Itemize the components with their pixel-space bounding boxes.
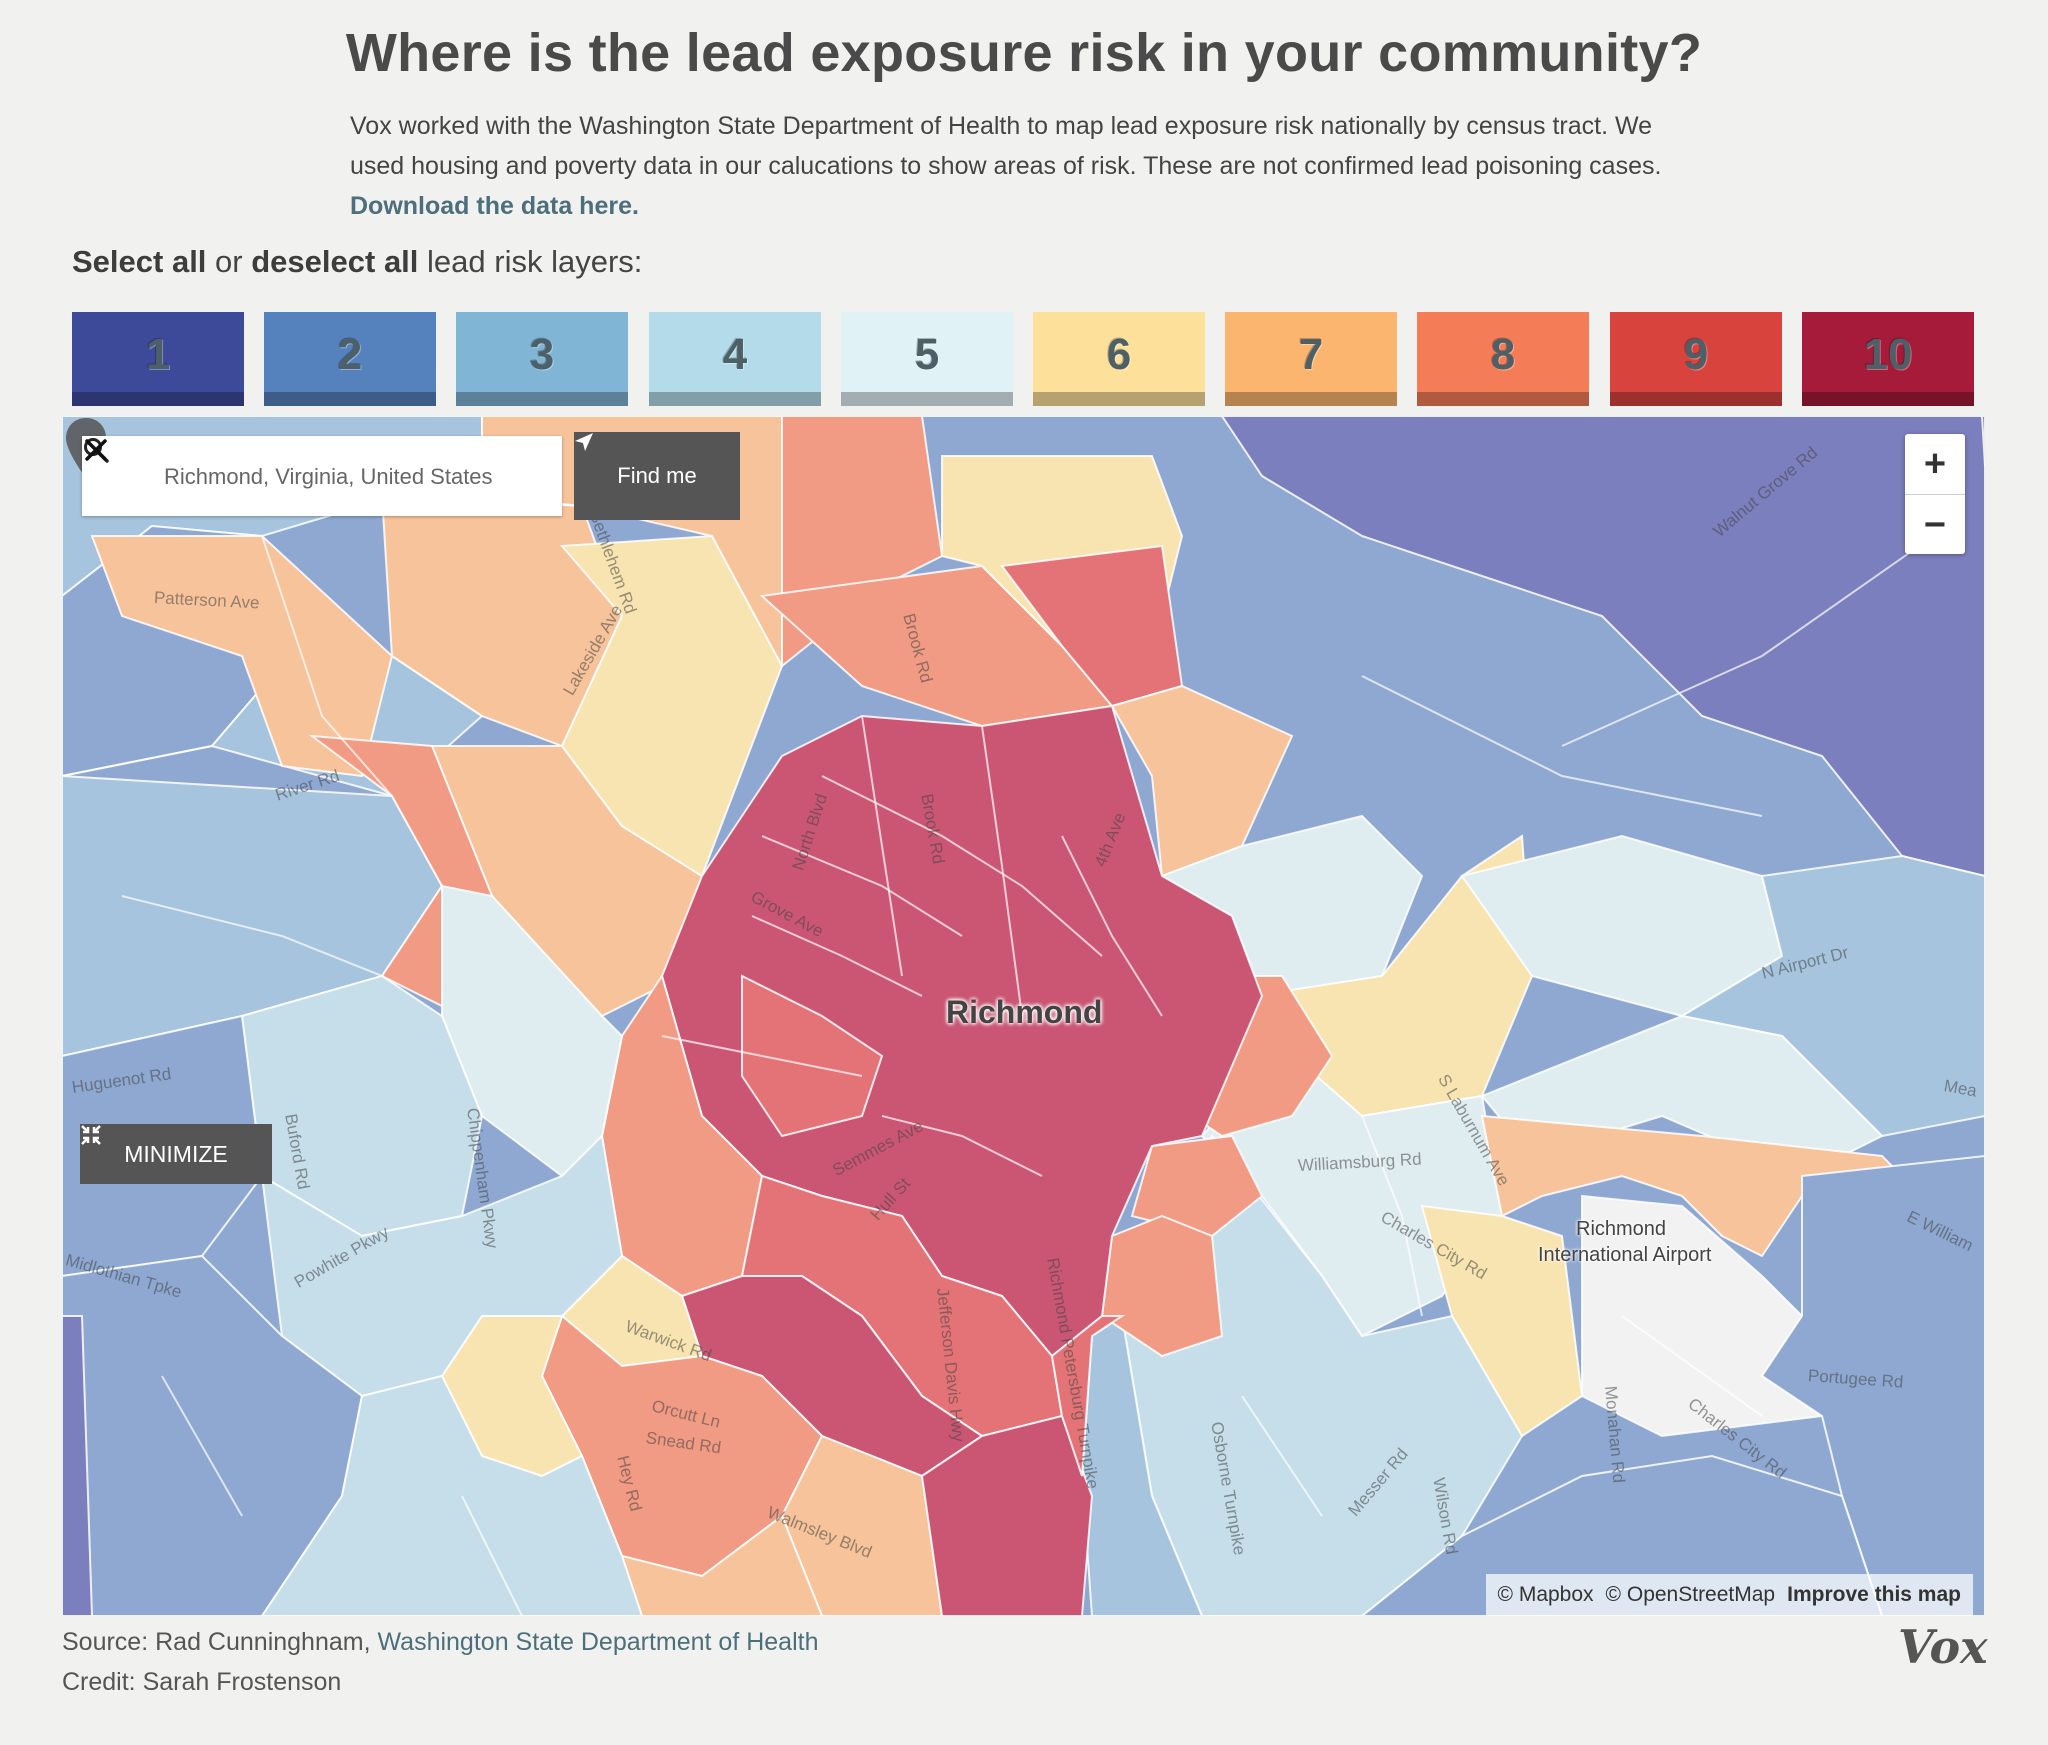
census-tract-region[interactable] — [1050, 1315, 1126, 1477]
risk-layer-shade — [1033, 392, 1205, 406]
city-label: Richmond — [946, 994, 1103, 1030]
risk-layer-number: 6 — [1106, 330, 1132, 379]
census-tract-region[interactable] — [920, 1414, 1094, 1616]
tract-boundary-line — [981, 725, 1023, 1017]
census-tract-region[interactable] — [1980, 416, 1985, 467]
risk-layer-toggles: 1 2 3 4 5 6 7 8 9 10 — [72, 312, 1977, 406]
zoom-out-button[interactable]: − — [1923, 503, 1947, 546]
risk-layer-number: 4 — [722, 330, 748, 379]
risk-layer-shade — [1802, 392, 1974, 406]
risk-layer-shade — [456, 392, 628, 406]
census-tract-region[interactable] — [741, 974, 884, 1138]
select-all-link[interactable]: Select all — [72, 244, 207, 279]
tract-boundary-line — [121, 895, 383, 977]
osm-attribution-link[interactable]: © OpenStreetMap — [1605, 1583, 1776, 1606]
risk-layer-number: 10 — [1863, 330, 1913, 379]
census-tract-region[interactable] — [1220, 416, 1985, 878]
risk-layer-number: 8 — [1490, 330, 1516, 379]
intro-text: Vox worked with the Washington State Dep… — [350, 106, 1690, 226]
risk-layer-number: 1 — [145, 330, 171, 379]
census-tract-region[interactable] — [1130, 1134, 1264, 1238]
or-text: or — [215, 244, 243, 279]
tract-boundary-line — [161, 1375, 243, 1517]
close-icon[interactable] — [82, 436, 110, 464]
tract-boundary-line — [821, 775, 1103, 957]
census-tract-region[interactable] — [62, 1315, 94, 1616]
risk-layer-8-toggle[interactable]: 8 — [1417, 312, 1589, 406]
risk-layer-number: 7 — [1298, 330, 1324, 379]
tract-boundary-line — [761, 835, 963, 937]
tract-boundary-line — [751, 915, 923, 997]
zoom-in-button[interactable]: + — [1905, 434, 1965, 495]
risk-layer-9-toggle[interactable]: 9 — [1610, 312, 1782, 406]
improve-map-link[interactable]: Improve this map — [1787, 1583, 1961, 1606]
tract-boundary-line — [461, 1495, 523, 1616]
source-credit: Source: Rad Cunninghnam, Washington Stat… — [62, 1622, 818, 1702]
airport-label-line1: Richmond — [1576, 1218, 1667, 1240]
census-tract-region[interactable] — [1480, 1114, 1924, 1258]
airport-label: Richmond International Airport — [1538, 1216, 1711, 1268]
risk-layer-10-toggle[interactable]: 10 — [1802, 312, 1974, 406]
risk-layer-6-toggle[interactable]: 6 — [1033, 312, 1205, 406]
location-arrow-icon — [575, 433, 593, 451]
map-container[interactable]: Patterson Ave River Rd Huguenot Rd Bethl… — [62, 416, 1985, 1616]
risk-layer-number: 3 — [529, 330, 555, 379]
minimize-icon — [81, 1125, 101, 1145]
tract-boundary-line — [1621, 1315, 1763, 1417]
layer-select-line: Select all or deselect all lead risk lay… — [72, 244, 642, 280]
risk-layer-4-toggle[interactable]: 4 — [649, 312, 821, 406]
risk-layer-number: 2 — [337, 330, 363, 379]
source-line: Source: Rad Cunninghnam, Washington Stat… — [62, 1622, 818, 1662]
vox-logo: Vox — [1898, 1620, 1988, 1674]
risk-layer-number: 9 — [1683, 330, 1709, 379]
search-box — [82, 436, 562, 516]
intro-paragraph: Vox worked with the Washington State Dep… — [350, 112, 1662, 180]
risk-layer-1-toggle[interactable]: 1 — [72, 312, 244, 406]
risk-layer-shade — [1610, 392, 1782, 406]
risk-layer-2-toggle[interactable]: 2 — [264, 312, 436, 406]
tract-boundary-line — [1061, 835, 1163, 1017]
search-input[interactable] — [162, 454, 506, 500]
risk-layer-shade — [264, 392, 436, 406]
map-attribution: © Mapbox © OpenStreetMap Improve this ma… — [1485, 1574, 1973, 1616]
census-tract-region[interactable] — [90, 535, 394, 778]
risk-layer-shade — [649, 392, 821, 406]
tract-boundary-line — [1361, 675, 1763, 817]
source-person: Rad Cunninghnam, — [155, 1628, 371, 1656]
census-tract-region[interactable] — [780, 1434, 944, 1616]
tract-boundary-line — [1361, 1115, 1423, 1317]
airport-label-line2: International Airport — [1538, 1244, 1712, 1266]
minimize-label: MINIMIZE — [124, 1140, 228, 1167]
tract-boundary-line — [881, 1115, 1043, 1177]
credit-person: Sarah Frostenson — [142, 1668, 342, 1696]
credit-label: Credit: — [62, 1668, 136, 1696]
risk-layer-number: 5 — [914, 330, 940, 379]
source-label: Source: — [62, 1628, 149, 1656]
risk-layer-3-toggle[interactable]: 3 — [456, 312, 628, 406]
page-title: Where is the lead exposure risk in your … — [345, 23, 1703, 83]
find-me-button[interactable]: Find me — [574, 432, 740, 520]
risk-layer-5-toggle[interactable]: 5 — [841, 312, 1013, 406]
risk-layer-shade — [72, 392, 244, 406]
zoom-control: + − — [1905, 434, 1965, 554]
minimize-button[interactable]: MINIMIZE — [80, 1124, 272, 1184]
tract-boundary-line — [861, 715, 903, 977]
download-data-link[interactable]: Download the data here. — [350, 192, 639, 220]
risk-layer-shade — [841, 392, 1013, 406]
risk-layer-7-toggle[interactable]: 7 — [1225, 312, 1397, 406]
credit-line: Credit: Sarah Frostenson — [62, 1662, 818, 1702]
risk-layer-shade — [1417, 392, 1589, 406]
tract-boundary-line — [661, 1035, 863, 1077]
risk-layer-shade — [1225, 392, 1397, 406]
layer-select-suffix: lead risk layers: — [427, 244, 643, 279]
mapbox-attribution-link[interactable]: © Mapbox — [1497, 1583, 1594, 1606]
source-org-link[interactable]: Washington State Department of Health — [377, 1628, 819, 1656]
census-tract-region[interactable] — [260, 1374, 644, 1616]
tract-boundary-line — [1241, 1395, 1323, 1517]
tract-boundary-line — [1561, 515, 1963, 747]
deselect-all-link[interactable]: deselect all — [251, 244, 419, 279]
tract-boundary-line — [261, 535, 393, 797]
find-me-label: Find me — [617, 463, 697, 488]
